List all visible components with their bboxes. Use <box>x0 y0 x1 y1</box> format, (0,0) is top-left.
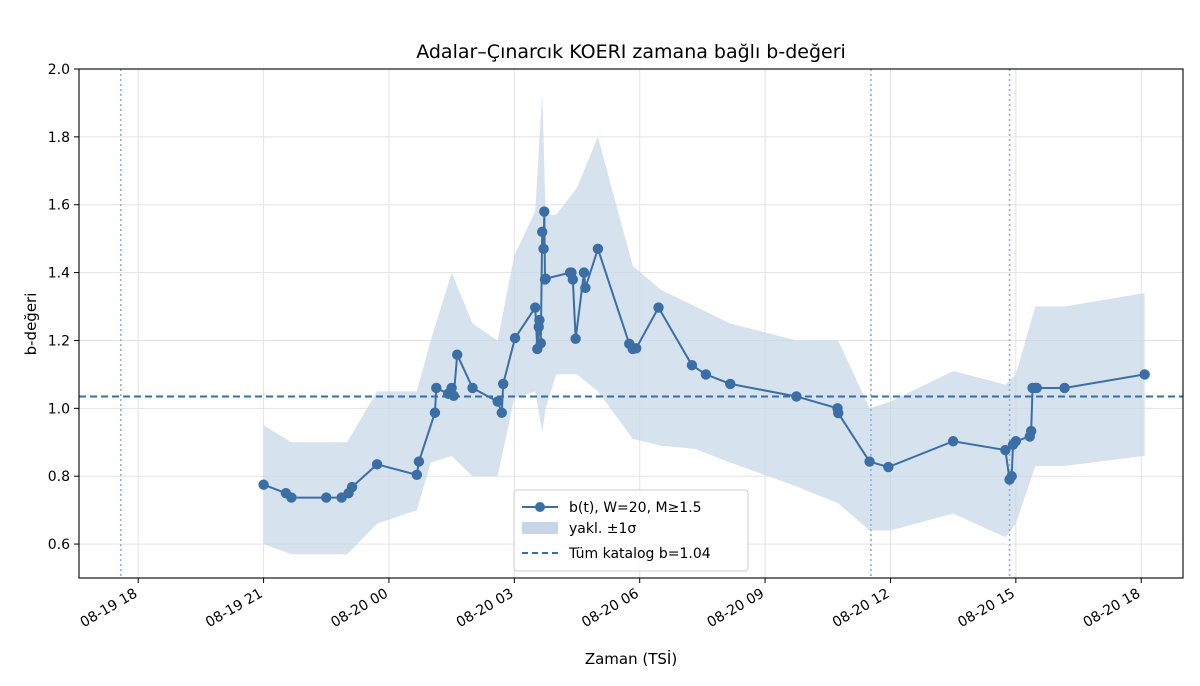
legend-label-reference: Tüm katalog b=1.04 <box>568 546 711 562</box>
b-data-point <box>413 456 425 467</box>
y-tick-label: 0.6 <box>48 537 70 553</box>
y-axis-ticks: 0.6 0.8 1.0 1.2 1.4 1.6 1.8 2.0 <box>48 62 79 553</box>
b-data-point <box>467 382 478 394</box>
b-series <box>258 206 1150 503</box>
y-axis-label: b-değeri <box>22 293 40 356</box>
b-data-point <box>700 369 712 380</box>
b-data-point <box>1139 369 1150 380</box>
x-tick-label: 08-20 03 <box>454 586 517 631</box>
b-data-point <box>1010 436 1022 447</box>
b-data-point <box>492 396 503 407</box>
x-axis-label: Zaman (TSİ) <box>585 649 677 668</box>
b-data-point <box>864 456 875 467</box>
b-data-point <box>538 243 549 255</box>
b-data-point <box>446 382 457 394</box>
x-axis-ticks: 08-19 18 08-19 21 08-20 00 08-20 03 08-20 06… <box>78 578 1144 631</box>
legend-label-series: b(t), W=20, M≥1.5 <box>569 500 702 516</box>
b-data-point <box>1031 382 1042 394</box>
y-tick-label: 1.2 <box>48 333 70 349</box>
b-data-point <box>1025 425 1037 437</box>
y-tick-label: 0.8 <box>48 469 70 485</box>
b-data-point <box>535 337 546 349</box>
b-data-point <box>448 390 459 401</box>
b-data-point <box>429 407 441 418</box>
x-tick-label: 08-20 09 <box>705 586 768 631</box>
b-data-point <box>321 492 332 503</box>
x-tick-label: 08-20 06 <box>579 586 642 631</box>
x-tick-label: 08-20 12 <box>830 586 893 631</box>
b-data-point <box>258 479 269 490</box>
b-data-point <box>883 461 894 473</box>
b-data-point <box>567 274 579 285</box>
b-data-point <box>725 378 736 390</box>
y-tick-label: 1.0 <box>48 401 70 417</box>
legend-band-swatch <box>522 522 558 534</box>
sigma-band-area <box>263 92 1145 555</box>
b-data-point <box>947 436 959 447</box>
plot-frame <box>78 68 1184 579</box>
x-tick-label: 08-20 00 <box>328 586 391 631</box>
sigma-band <box>263 92 1145 555</box>
b-data-point <box>346 481 358 493</box>
x-tick-label: 08-19 21 <box>203 586 266 631</box>
b-data-point <box>452 349 463 360</box>
b-data-point <box>530 302 541 313</box>
legend-label-band: yakl. ±1σ <box>569 521 636 537</box>
b-data-point <box>578 267 590 278</box>
b-data-point <box>1000 444 1011 456</box>
x-tick-label: 08-20 15 <box>955 586 1018 631</box>
b-data-point <box>1059 382 1070 394</box>
y-tick-label: 1.8 <box>48 130 70 146</box>
b-data-point <box>833 407 844 419</box>
b-data-point <box>536 226 548 238</box>
b-data-point <box>539 206 550 217</box>
x-tick-label: 08-20 18 <box>1081 586 1144 631</box>
b-data-point <box>371 459 383 470</box>
y-tick-label: 1.4 <box>48 266 70 282</box>
b-data-point <box>1006 471 1017 482</box>
chart-title: Adalar–Çınarcık KOERI zamana bağlı b-değ… <box>416 41 846 63</box>
legend-box <box>513 489 749 572</box>
x-tick-label: 08-19 18 <box>78 586 141 631</box>
y-tick-label: 2.0 <box>48 62 70 78</box>
b-data-point <box>686 360 698 371</box>
b-data-point <box>631 343 642 354</box>
b-data-point <box>791 391 802 402</box>
legend: b(t), W=20, M≥1.5 yakl. ±1σ Tüm katalog … <box>513 489 749 572</box>
b-data-point <box>653 302 664 313</box>
b-data-point <box>580 282 591 294</box>
b-data-point <box>431 382 442 394</box>
b-data-point <box>592 243 604 255</box>
b-data-point <box>497 378 509 390</box>
legend-marker-swatch <box>535 502 545 512</box>
b-data-point <box>509 332 521 344</box>
b-data-point <box>411 469 423 481</box>
b-data-point <box>286 492 297 503</box>
b-data-point <box>496 407 507 418</box>
b-data-point <box>540 273 551 284</box>
y-tick-label: 1.6 <box>48 198 70 214</box>
b-data-point <box>570 333 581 344</box>
b-data-point <box>534 314 545 326</box>
